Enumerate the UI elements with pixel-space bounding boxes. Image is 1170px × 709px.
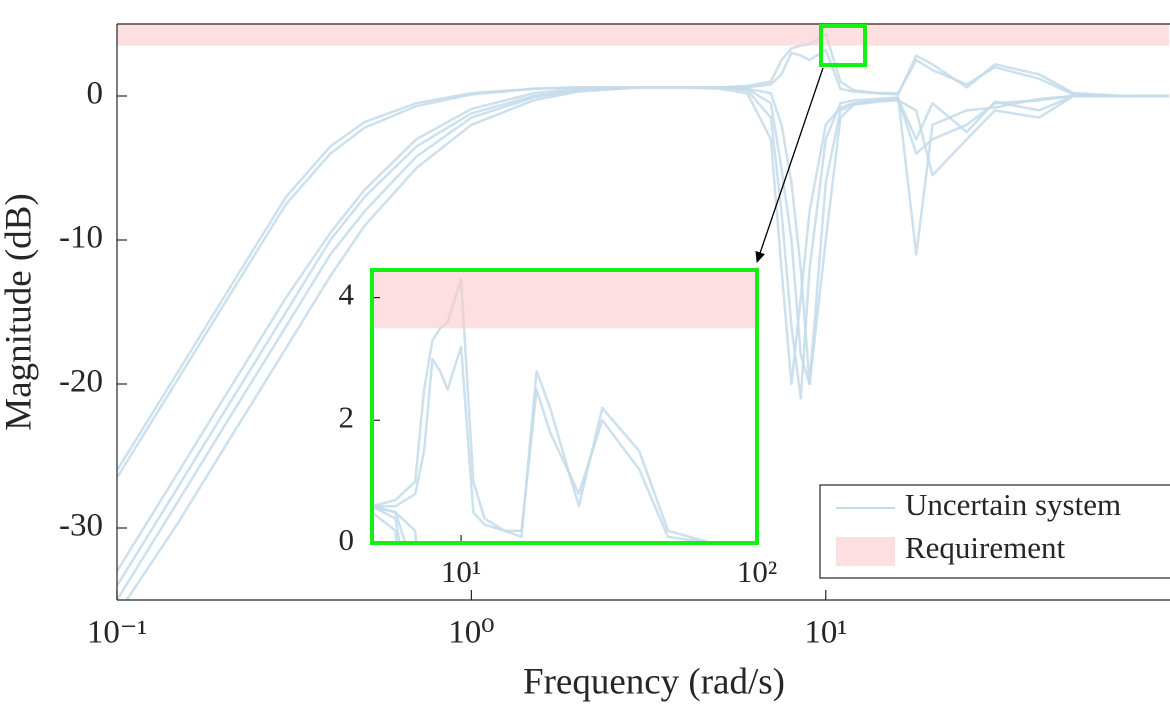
curve bbox=[117, 86, 1169, 572]
legend-label: Requirement bbox=[905, 530, 1066, 565]
curve bbox=[117, 32, 1169, 479]
zoom-arrow bbox=[755, 67, 824, 263]
y-axis-title: Magnitude (dB) bbox=[0, 193, 39, 430]
legend-label: Uncertain system bbox=[905, 487, 1121, 522]
inset-ticks: 0 2 4 10¹ 10² bbox=[339, 277, 778, 589]
y-tick-label: -10 bbox=[59, 220, 103, 256]
inset-y-tick-label: 4 bbox=[339, 277, 355, 312]
x-tick-label: 10⁰ bbox=[448, 615, 494, 651]
requirement-band bbox=[117, 24, 1169, 46]
curve bbox=[125, 86, 1169, 600]
inset-x-tick-label: 10² bbox=[737, 554, 777, 589]
curve bbox=[372, 277, 748, 543]
inset-frame bbox=[370, 268, 759, 545]
requirement-band bbox=[372, 270, 757, 329]
inset-y-tick-label: 2 bbox=[339, 399, 355, 434]
zoom-region bbox=[819, 24, 867, 67]
x-tick-label: 10⁻¹ bbox=[87, 615, 147, 651]
y-tick-label: -30 bbox=[59, 508, 103, 544]
y-tick-label: 0 bbox=[87, 76, 104, 112]
curve bbox=[372, 345, 748, 543]
x-axis-title: Frequency (rad/s) bbox=[523, 661, 785, 702]
inset-plot-area bbox=[372, 270, 757, 543]
plot-area bbox=[117, 24, 1169, 600]
inset-y-tick-label: 0 bbox=[339, 522, 355, 557]
curve bbox=[117, 86, 1169, 600]
legend-swatch bbox=[836, 537, 895, 566]
legend: Uncertain system Requirement bbox=[819, 484, 1170, 579]
x-tick-label: 10¹ bbox=[804, 615, 847, 651]
y-tick-label: -20 bbox=[59, 364, 103, 400]
ticks: -30 -20 -10 0 10⁻¹ 10⁰ 10¹ bbox=[59, 76, 847, 651]
inset-x-tick-label: 10¹ bbox=[441, 554, 481, 589]
